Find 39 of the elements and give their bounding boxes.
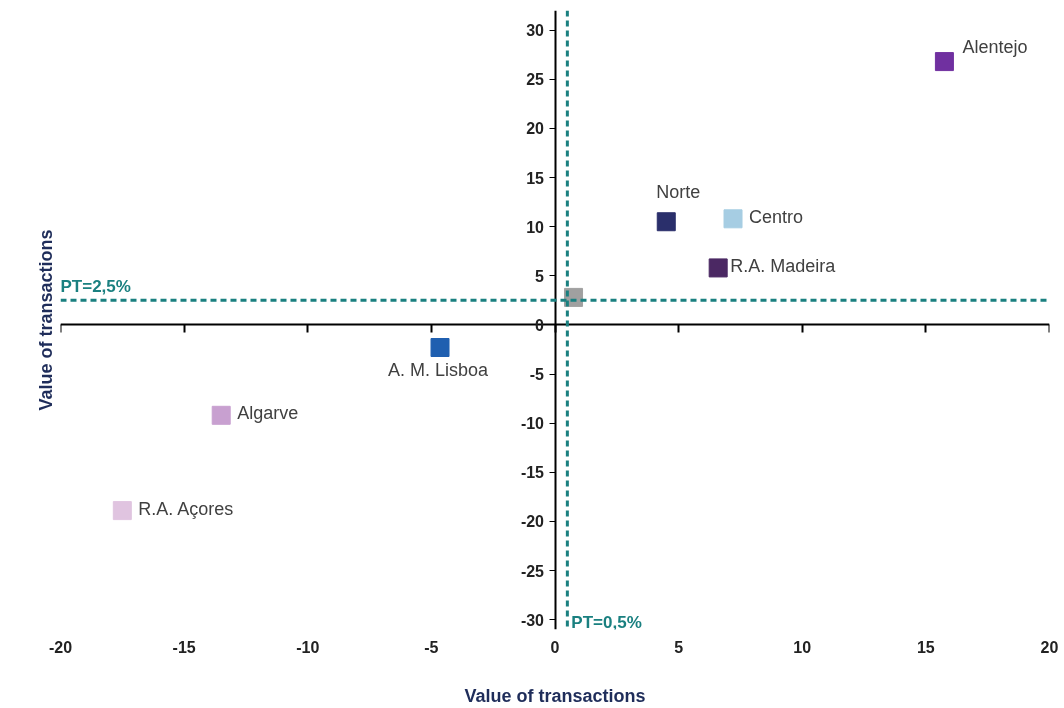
y-axis-title: Value of transactions (35, 229, 56, 411)
series-label: A. M. Lisboa (388, 359, 490, 380)
x-tick-label: 15 (916, 638, 935, 656)
y-tick-label: -15 (520, 464, 545, 482)
y-tick-label: -5 (529, 366, 545, 384)
series-label: R.A. Madeira (730, 255, 837, 276)
y-tick-label: -20 (520, 513, 545, 531)
y-tick-label: 10 (526, 218, 545, 236)
y-tick-label: 30 (526, 22, 545, 40)
point (656, 212, 676, 232)
series-label: R.A. Açores (138, 498, 234, 519)
x-axis-title: Value of transactions (464, 685, 646, 706)
series-label: Norte (656, 181, 701, 202)
y-tick-label: -30 (520, 611, 545, 629)
series-label: Algarve (237, 403, 299, 424)
y-tick-label: -25 (520, 562, 545, 580)
point (430, 338, 450, 358)
point (708, 258, 728, 278)
x-tick-label: 20 (1040, 638, 1059, 656)
ref-line-label: PT=0,5% (571, 612, 642, 632)
x-tick-label: -10 (296, 638, 320, 656)
y-tick-label: 25 (526, 71, 545, 89)
point (723, 209, 743, 229)
y-tick-label: 15 (526, 169, 545, 187)
x-tick-label: 0 (550, 638, 560, 656)
x-tick-label: -15 (172, 638, 196, 656)
series-label: Alentejo (962, 36, 1028, 57)
point (112, 501, 132, 521)
series-label: Centro (749, 206, 804, 227)
y-tick-label: 5 (535, 267, 545, 285)
point (211, 405, 231, 425)
x-tick-label: -5 (424, 638, 439, 656)
point (934, 52, 954, 72)
x-tick-label: 5 (674, 638, 684, 656)
x-tick-label: 10 (793, 638, 812, 656)
y-tick-label: 20 (526, 120, 545, 138)
x-tick-label: -20 (48, 638, 73, 656)
y-tick-label: -10 (520, 415, 545, 433)
ref-line-label: PT=2,5% (60, 277, 131, 297)
